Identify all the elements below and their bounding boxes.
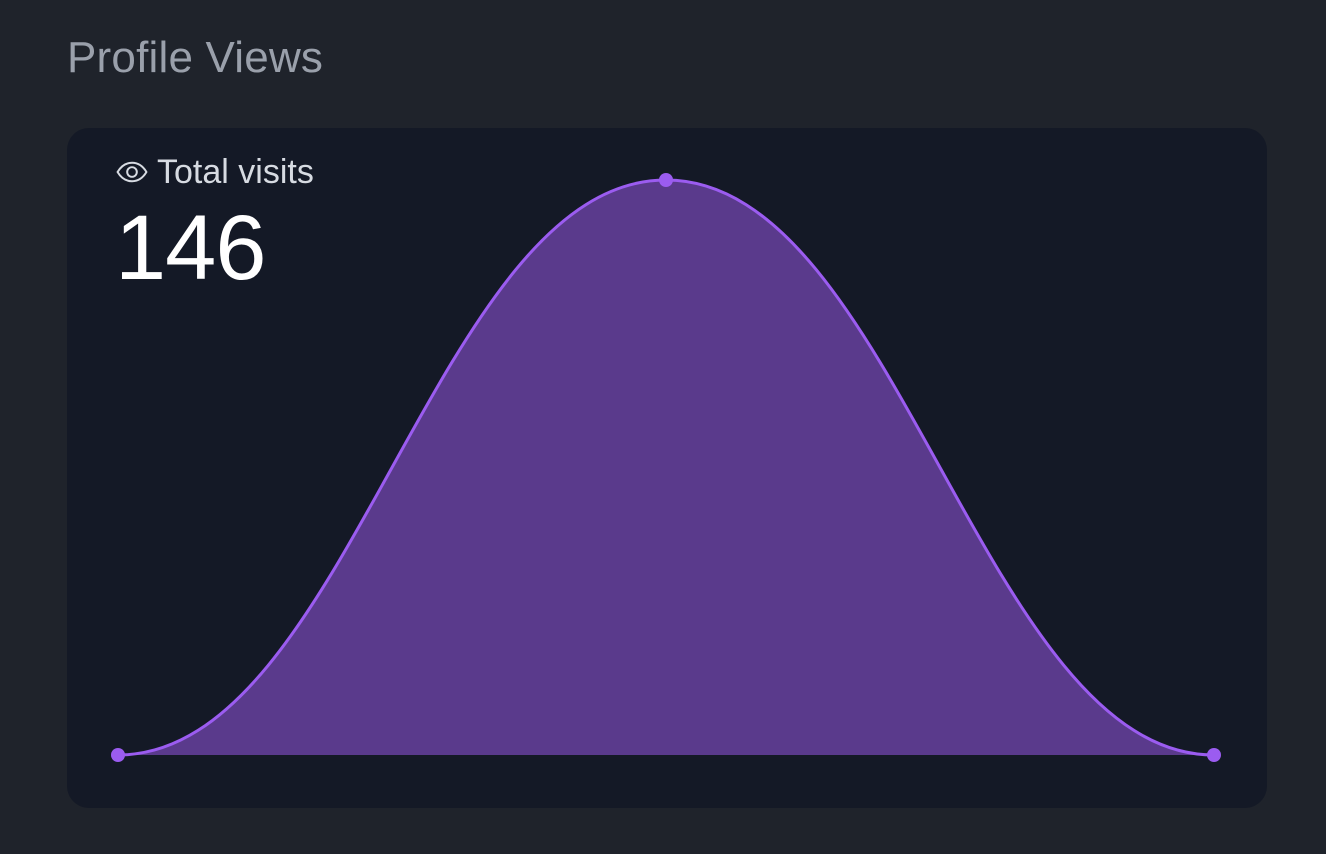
eye-icon [115, 155, 149, 189]
total-visits-label: Total visits [157, 153, 314, 191]
page-title: Profile Views [67, 33, 324, 82]
data-points [111, 173, 1221, 762]
profile-views-card: Total visits 146 [67, 128, 1267, 808]
data-point[interactable] [111, 748, 125, 762]
visits-area-chart [111, 173, 1221, 762]
total-visits-stat: Total visits 146 [115, 150, 314, 298]
area-fill [118, 180, 1214, 755]
data-point[interactable] [1207, 748, 1221, 762]
total-visits-value: 146 [115, 197, 266, 299]
data-point[interactable] [659, 173, 673, 187]
